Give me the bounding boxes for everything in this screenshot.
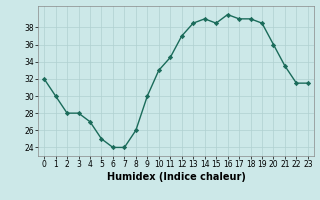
X-axis label: Humidex (Indice chaleur): Humidex (Indice chaleur) (107, 172, 245, 182)
